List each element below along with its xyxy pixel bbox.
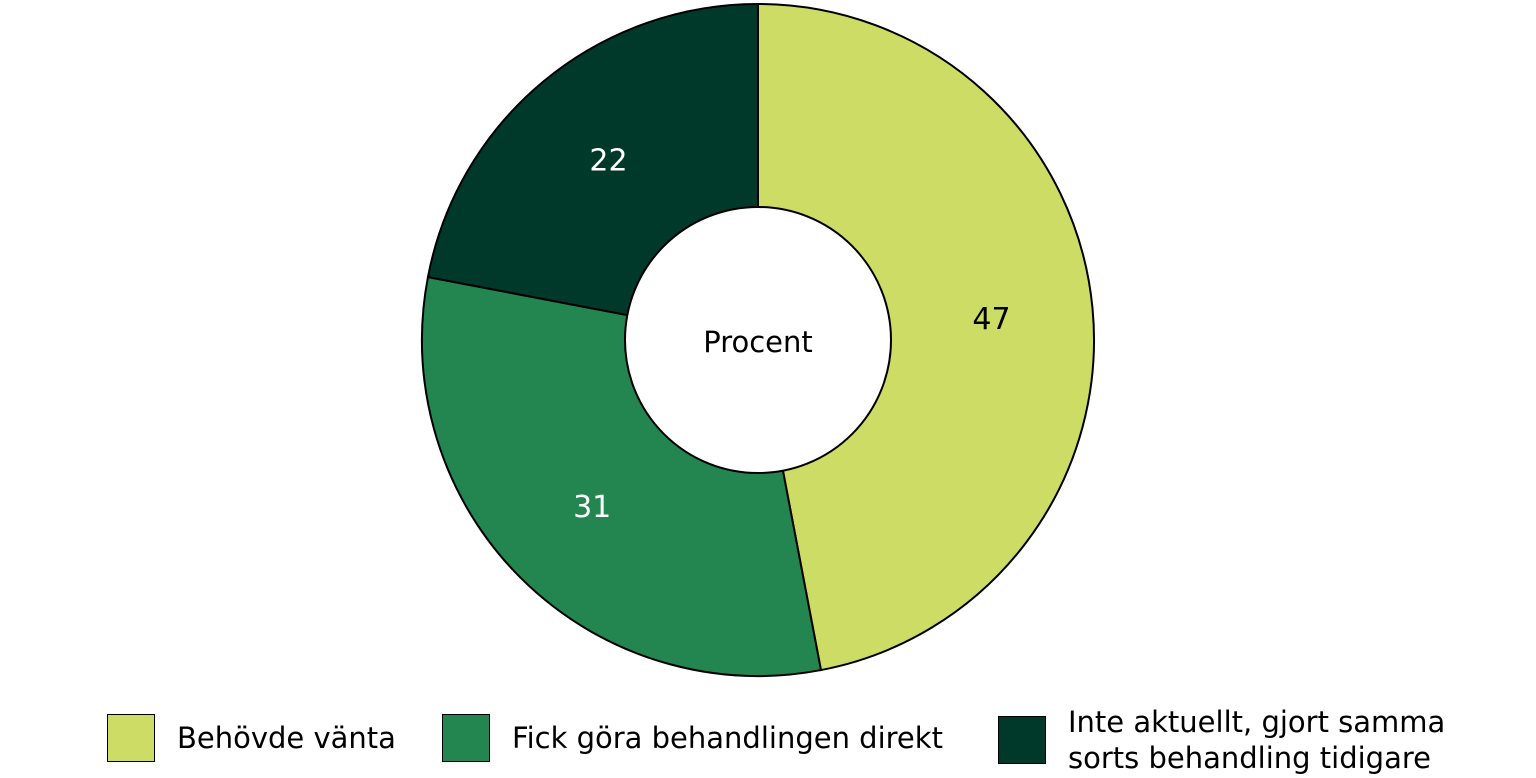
slice-label-2: 22 bbox=[589, 143, 627, 178]
slice-label-1: 31 bbox=[573, 490, 611, 525]
slice-labels: 47 31 22 bbox=[573, 143, 1010, 525]
legend-label-2: Inte aktuellt, gjort samma sorts behandl… bbox=[1068, 705, 1446, 775]
legend: Behövde vänta Fick göra behandlingen dir… bbox=[0, 700, 1536, 778]
legend-label-1: Fick göra behandlingen direkt bbox=[512, 721, 943, 755]
legend-item-0: Behövde vänta bbox=[107, 714, 396, 762]
legend-item-1: Fick göra behandlingen direkt bbox=[442, 714, 943, 762]
slice-label-0: 47 bbox=[972, 302, 1010, 337]
slice-0 bbox=[757, 2, 1095, 672]
center-label: Procent bbox=[703, 325, 813, 359]
legend-swatch-2 bbox=[998, 716, 1046, 764]
legend-swatch-0 bbox=[107, 714, 155, 762]
legend-label-0: Behövde vänta bbox=[177, 721, 396, 755]
legend-swatch-1 bbox=[442, 714, 490, 762]
donut-hole bbox=[624, 206, 892, 474]
donut-chart: Procent 47 31 22 bbox=[421, 2, 1095, 677]
legend-item-2: Inte aktuellt, gjort samma sorts behandl… bbox=[998, 704, 1458, 776]
